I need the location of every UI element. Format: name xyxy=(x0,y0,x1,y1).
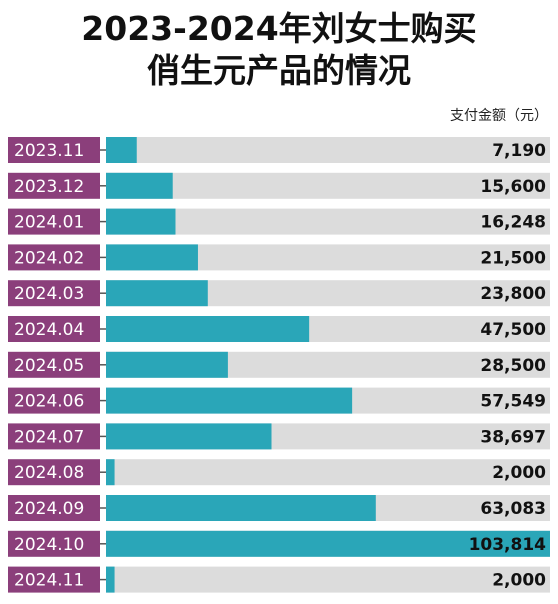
value-label: 63,083 xyxy=(480,499,546,519)
bar xyxy=(106,387,353,414)
value-label: 23,800 xyxy=(480,284,546,304)
category-label: 2024.04 xyxy=(14,320,84,340)
value-label: 2,000 xyxy=(492,463,546,483)
category-label-bg xyxy=(8,244,100,271)
chart-title: 2023-2024年刘女士购买 俏生元产品的情况 xyxy=(0,8,558,92)
bar-track xyxy=(106,172,550,199)
category-label-bg xyxy=(8,316,100,342)
value-label: 16,248 xyxy=(480,213,546,233)
category-label-bg xyxy=(8,459,100,486)
bar-track xyxy=(106,459,550,486)
category-label: 2023.12 xyxy=(14,177,84,197)
bar xyxy=(106,172,173,199)
bar xyxy=(106,351,228,378)
bar xyxy=(106,280,208,307)
value-label: 15,600 xyxy=(480,177,546,197)
category-label: 2024.09 xyxy=(14,499,84,519)
category-label-bg xyxy=(8,280,100,307)
category-label-bg xyxy=(8,351,100,378)
category-label-bg xyxy=(8,530,100,557)
category-label: 2024.01 xyxy=(14,213,84,233)
category-label-bg xyxy=(8,387,100,414)
category-label-bg xyxy=(8,172,100,199)
category-label: 2024.11 xyxy=(14,571,84,591)
value-label: 7,190 xyxy=(492,141,546,161)
bar-track xyxy=(106,208,550,235)
category-label: 2024.08 xyxy=(14,463,84,483)
value-label: 57,549 xyxy=(480,392,546,412)
bar xyxy=(106,566,115,593)
category-label-bg xyxy=(8,137,100,163)
bar xyxy=(106,316,310,342)
bar xyxy=(106,495,376,521)
category-label: 2024.02 xyxy=(14,248,84,268)
category-label-bg xyxy=(8,208,100,235)
category-label: 2024.10 xyxy=(14,535,84,555)
bar-track xyxy=(106,566,550,593)
bar xyxy=(106,423,272,450)
category-label: 2024.06 xyxy=(14,392,84,412)
bar xyxy=(106,137,137,163)
value-label: 38,697 xyxy=(480,427,546,447)
bar xyxy=(106,530,550,557)
chart-title-line-2: 俏生元产品的情况 xyxy=(147,51,411,90)
chart-title-line-1: 2023-2024年刘女士购买 xyxy=(81,9,477,48)
category-label-bg xyxy=(8,566,100,593)
bar xyxy=(106,244,198,271)
category-label: 2024.07 xyxy=(14,427,84,447)
value-label: 2,000 xyxy=(492,571,546,591)
value-label: 28,500 xyxy=(480,356,546,376)
category-label: 2024.05 xyxy=(14,356,84,376)
category-label-bg xyxy=(8,423,100,450)
bar xyxy=(106,459,115,486)
value-column-header: 支付金额（元） xyxy=(450,108,548,124)
value-label: 21,500 xyxy=(480,248,546,268)
category-label: 2023.11 xyxy=(14,141,84,161)
value-label: 47,500 xyxy=(480,320,546,340)
bar xyxy=(106,208,176,235)
category-label: 2024.03 xyxy=(14,284,84,304)
category-label-bg xyxy=(8,495,100,521)
value-label: 103,814 xyxy=(469,535,547,555)
bar-track xyxy=(106,137,550,163)
